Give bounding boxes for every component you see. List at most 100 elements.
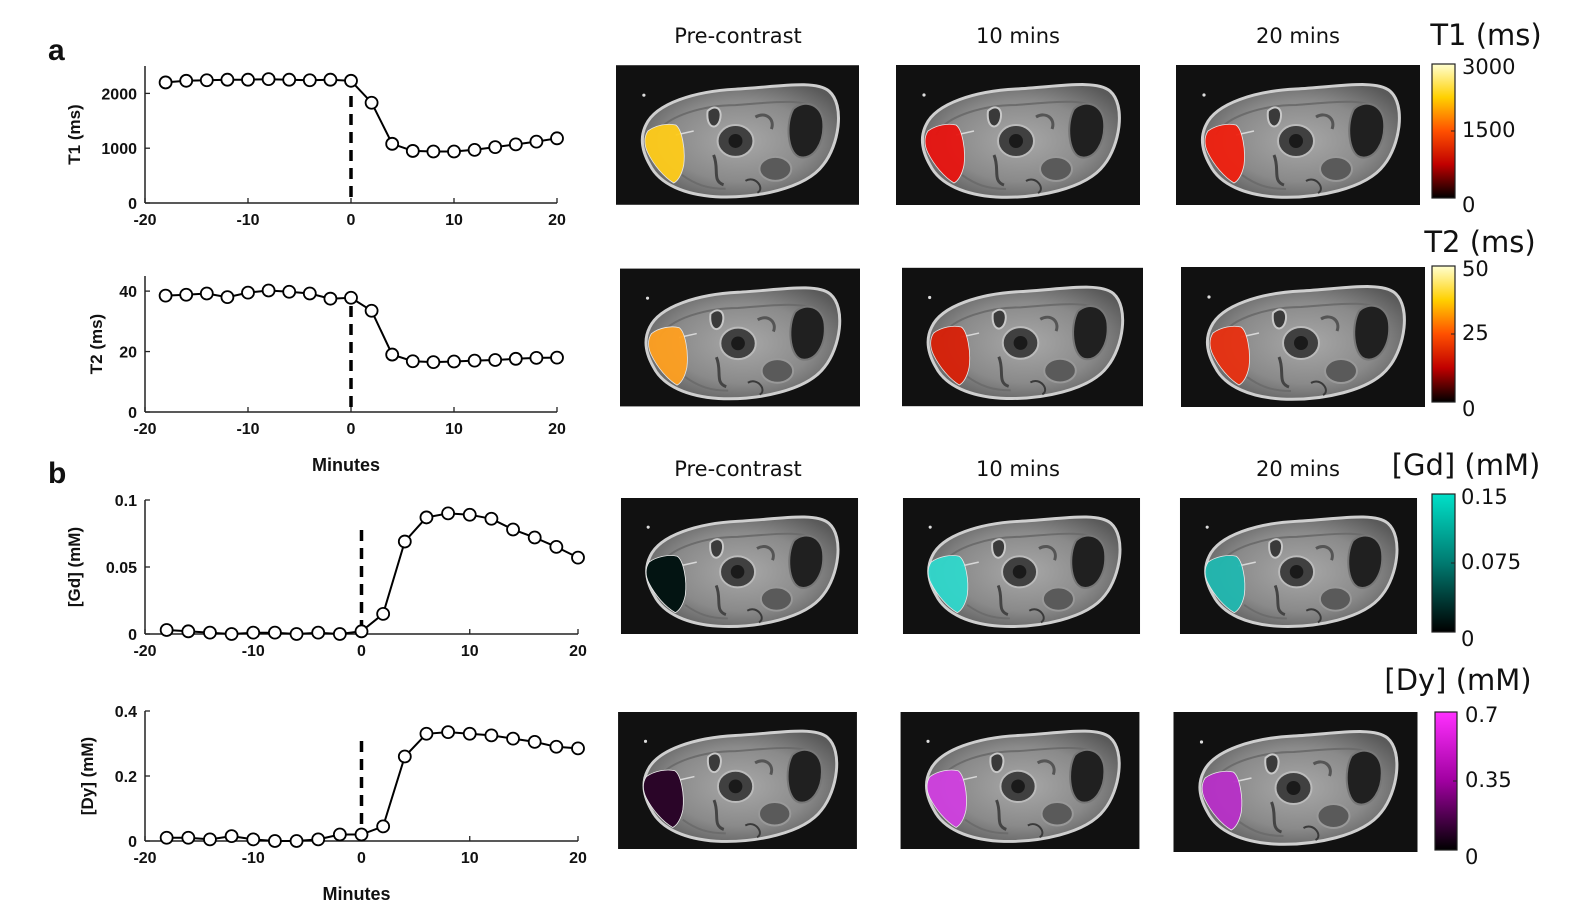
colorbar-3: [Gd] (mM) 0.15 0.075 0 [1392,448,1541,651]
data-point [419,726,434,741]
data-point [224,627,239,641]
colorbar-tick-label: 3000 [1462,55,1515,79]
roi-overlay [926,769,967,828]
data-point [550,131,564,146]
x-tick-label: 20 [569,850,587,867]
colorbar-1: T1 (ms) 3000 1500 0 [1429,18,1541,217]
column-header-pre-contrast-a: Pre-contrast [674,24,802,48]
data-point [282,284,297,299]
roi-overlay [924,123,965,184]
data-point [354,827,369,842]
data-point [302,73,317,88]
roi-overlay [1204,123,1245,184]
data-point [527,530,542,545]
data-point [467,353,482,368]
data-point [179,287,194,302]
mri-image-r1-c3 [1176,65,1420,205]
x-tick-label: -10 [242,643,265,660]
mri-image-r2-c1 [620,268,860,407]
data-point [447,144,461,159]
data-point [246,832,261,847]
series-line [166,731,579,842]
y-tick-label: 0.05 [106,560,137,577]
colorbars: T1 (ms) 3000 1500 0 T2 (ms)50 25 0 [Gd] (mM) 0.1… [1384,18,1541,869]
data-point [354,624,369,639]
y-tick-label: 0 [128,627,137,644]
colorbar-tick-label: 0.7 [1465,703,1498,727]
y-tick-label: 2000 [101,86,137,103]
x-axis-label: Minutes [322,884,390,904]
colorbar-tick-label: 0.15 [1461,485,1508,509]
data-point [385,347,400,362]
line-plot-1: -20 -10 0 10 20 0 1000 2000 T1 (ms) [65,66,566,229]
roi-overlay [930,325,971,386]
colorbar-tick-label: 0 [1462,193,1475,217]
data-point [405,144,420,158]
panel-label-a: a [48,34,65,67]
data-point [405,354,420,369]
x-tick-label: 20 [548,421,566,438]
data-point [529,351,544,365]
mri-image-r3-c3 [1178,498,1419,634]
data-point [344,73,358,88]
y-tick-label: 0.2 [115,769,137,786]
data-point [220,72,235,87]
column-header-10-mins-a: 10 mins [976,24,1060,48]
x-tick-label: 10 [461,850,479,867]
data-point [267,834,282,848]
data-point [261,72,276,87]
mri-image-grid [616,65,1425,852]
colorbar-title: T1 (ms) [1429,18,1541,52]
x-tick-label: 10 [445,212,463,229]
roi-overlay [927,555,969,614]
data-point [426,144,441,159]
data-point [549,540,564,554]
x-tick-label: 20 [548,212,566,229]
column-header-10-mins-b: 10 mins [976,457,1060,481]
y-axis-label: [Gd] (mM) [65,527,84,607]
mri-image-r2-c2 [902,267,1143,407]
x-tick-label: -10 [236,212,259,229]
data-point [419,510,434,525]
y-tick-label: 20 [119,345,137,362]
y-axis-label: T1 (ms) [65,104,84,164]
x-tick-label: 10 [445,421,463,438]
data-point [385,136,400,151]
data-point [441,725,456,740]
data-point [181,830,196,845]
x-tick-label: -10 [236,421,259,438]
data-point [549,739,564,754]
data-point [467,142,482,157]
line-plot-2: -20 -10 0 10 20 0 20 40 T2 (ms) Minutes [87,276,566,475]
colorbar-title: [Dy] (mM) [1384,663,1531,697]
data-point [550,350,564,365]
colorbar-title: T2 (ms) [1423,225,1535,259]
data-point [267,625,282,640]
roi-overlay [642,769,684,828]
x-axis-label: Minutes [312,455,380,475]
data-point [376,819,391,834]
column-header-20-mins-a: 20 mins [1256,24,1340,48]
mri-image-r4-c3 [1173,712,1418,852]
x-tick-label: -20 [133,643,156,660]
x-tick-label: 20 [569,643,587,660]
mri-image-r2-c3 [1181,267,1425,407]
roi-overlay [644,123,685,184]
y-tick-label: 0 [128,405,137,422]
x-tick-label: -20 [133,850,156,867]
data-point [203,832,217,847]
data-point [529,134,544,149]
y-axis-label: T2 (ms) [87,314,106,374]
data-point [571,550,585,565]
panel-label-b: b [48,457,66,490]
data-point [364,303,379,318]
x-tick-label: 0 [357,850,366,867]
data-point [571,741,585,756]
data-point [441,506,456,521]
mri-image-r3-c2 [901,498,1142,634]
colorbar-tick-label: 1500 [1462,118,1515,142]
series-line [165,78,558,153]
data-point [261,283,276,298]
